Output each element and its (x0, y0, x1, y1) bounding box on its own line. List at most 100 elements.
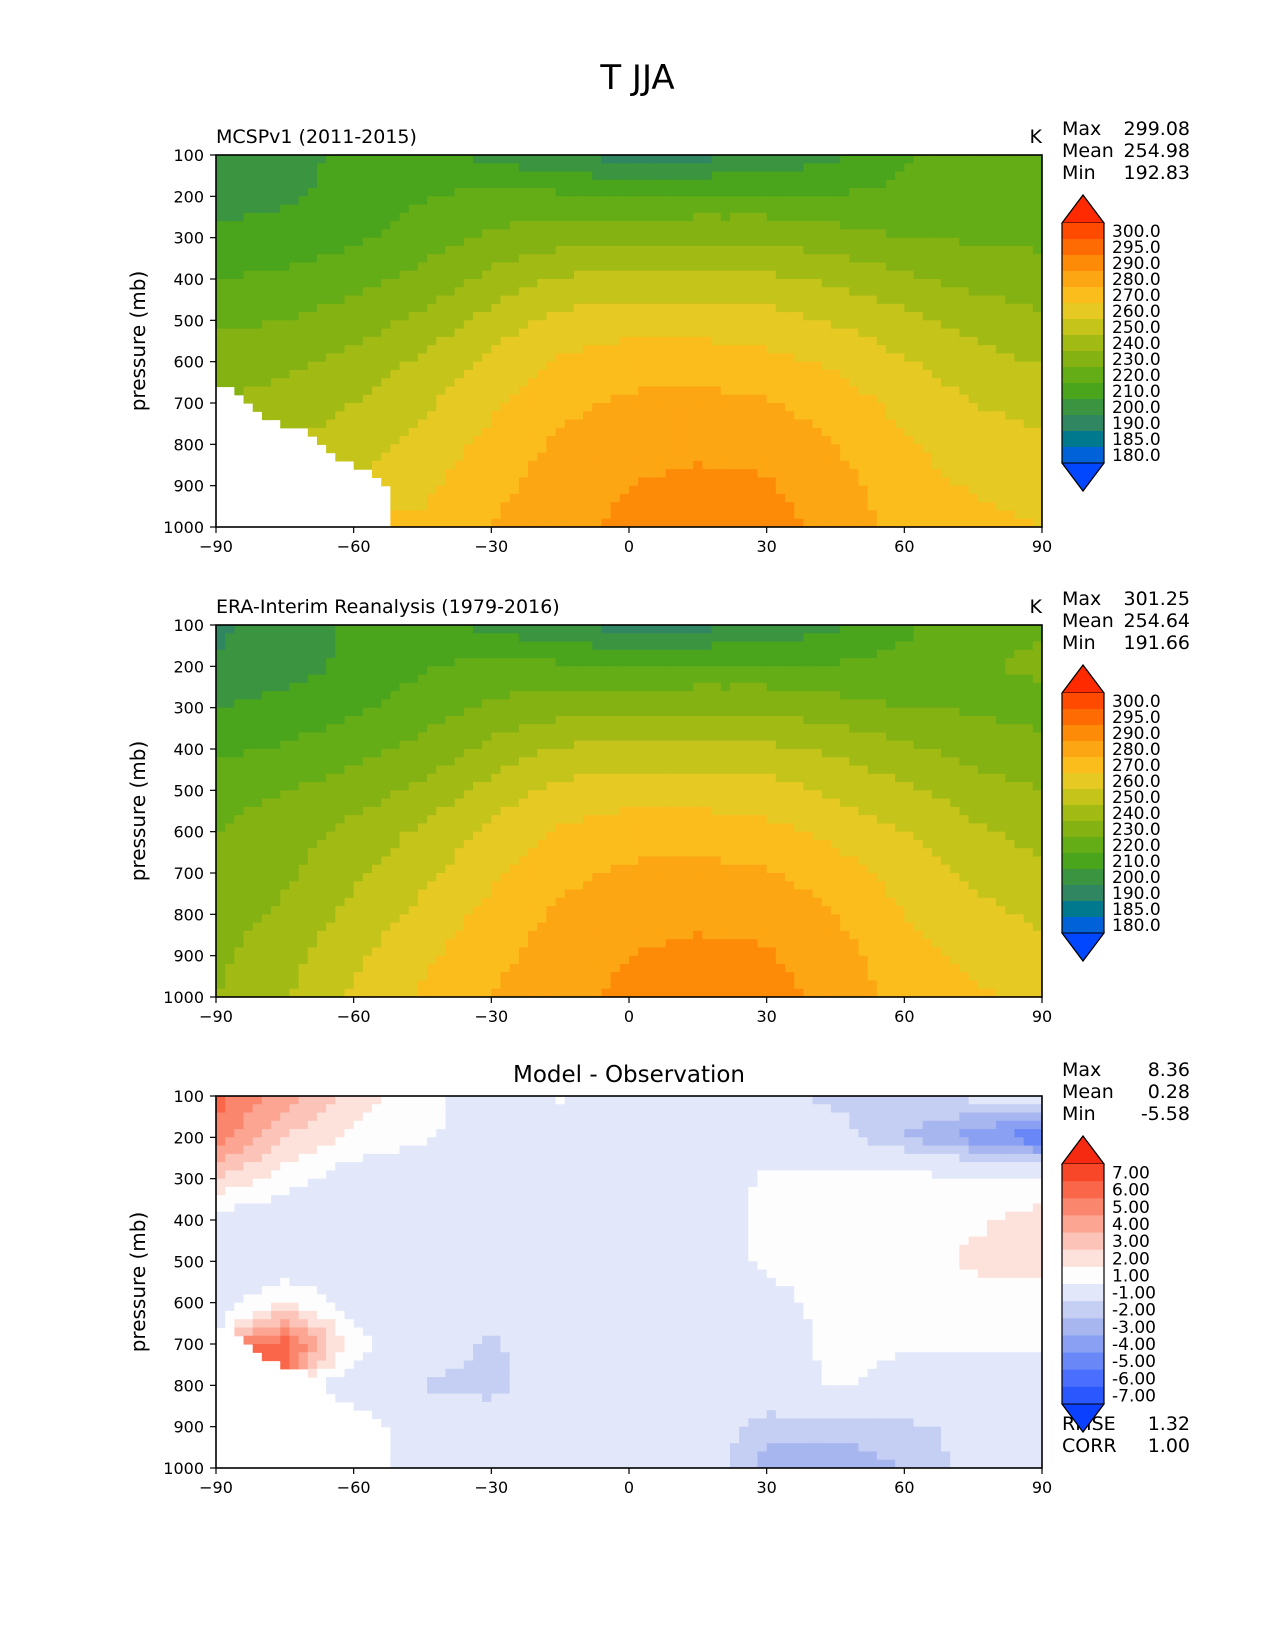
contour-cell (1032, 633, 1042, 643)
contour-cell (931, 477, 942, 487)
contour-cell (225, 196, 235, 206)
contour-cell (454, 361, 465, 371)
contour-cell (858, 625, 869, 634)
contour-cell (216, 155, 226, 164)
contour-cell (895, 179, 905, 189)
contour-cell (399, 171, 410, 181)
contour-cell (647, 221, 658, 230)
contour-cell (739, 674, 749, 684)
contour-cell (216, 336, 226, 346)
contour-cell (509, 204, 520, 214)
contour-cell (1023, 369, 1034, 379)
contour-cell (775, 625, 786, 634)
contour-cell (225, 312, 235, 321)
contour-cell (564, 295, 575, 305)
contour-cell (482, 328, 492, 338)
contour-cell (996, 691, 1006, 700)
contour-cell (252, 212, 263, 222)
contour-cell (509, 369, 520, 379)
contour-cell (656, 369, 667, 379)
contour-cell (867, 641, 878, 651)
contour-cell (546, 477, 557, 487)
contour-cell (472, 378, 483, 388)
contour-cell (913, 320, 924, 330)
contour-cell (427, 403, 437, 412)
contour-cell (830, 658, 841, 667)
contour-cell (234, 699, 245, 709)
contour-cell (757, 394, 768, 404)
contour-cell (298, 270, 309, 280)
colorbar-tick-label: 230.0 (1112, 350, 1161, 370)
contour-cell (830, 312, 841, 321)
contour-cell (610, 270, 621, 280)
x-tick-label: −90 (199, 537, 233, 556)
colorbar-bin (1062, 367, 1104, 384)
contour-cell (720, 303, 731, 313)
contour-cell (326, 378, 336, 388)
contour-cell (858, 295, 869, 305)
contour-cell (858, 502, 869, 512)
contour-cell (830, 336, 841, 346)
contour-cell (463, 658, 474, 667)
contour-cell (381, 295, 391, 305)
contour-cell (454, 369, 465, 379)
contour-cell (546, 303, 557, 313)
contour-cell (986, 641, 997, 651)
y-tick-label: 1000 (163, 518, 204, 537)
contour-cell (629, 221, 639, 230)
contour-cell (702, 666, 713, 676)
contour-cell (463, 171, 474, 181)
contour-cell (757, 188, 768, 197)
contour-cell (748, 262, 759, 272)
contour-cell (1032, 254, 1042, 264)
contour-cell (977, 444, 988, 454)
contour-cell (986, 493, 997, 503)
contour-cell (656, 691, 667, 700)
contour-cell (876, 295, 887, 305)
contour-cell (555, 312, 566, 321)
contour-cell (766, 485, 777, 495)
contour-cell (959, 707, 970, 717)
contour-cell (216, 312, 226, 321)
contour-cell (573, 641, 584, 651)
contour-cell (638, 666, 648, 676)
contour-cell (1032, 674, 1042, 684)
contour-cell (959, 518, 970, 527)
contour-cell (766, 221, 777, 230)
contour-cell (922, 666, 933, 676)
contour-cell (766, 436, 777, 445)
x-tick-label: 60 (894, 537, 914, 556)
contour-cell (766, 163, 777, 173)
contour-cell (316, 287, 327, 297)
colorbar-tick-label: 200.0 (1112, 398, 1161, 418)
contour-cell (482, 320, 492, 330)
contour-cell (427, 666, 437, 676)
contour-cell (610, 196, 621, 206)
contour-cell (454, 715, 465, 725)
contour-cell (390, 245, 401, 255)
contour-cell (729, 204, 740, 214)
contour-cell (849, 386, 860, 396)
contour-cell (647, 394, 658, 404)
contour-cell (555, 369, 566, 379)
contour-cell (757, 460, 768, 470)
contour-cell (271, 649, 281, 659)
contour-cell (546, 171, 557, 181)
contour-cell (436, 287, 447, 297)
contour-cell (307, 204, 318, 214)
contour-cell (711, 171, 722, 181)
contour-cell (372, 221, 382, 230)
contour-cell (335, 245, 346, 255)
contour-cell (867, 502, 878, 512)
contour-cell (509, 237, 520, 247)
contour-cell (601, 502, 612, 512)
contour-cell (941, 361, 951, 371)
contour-cell (638, 254, 648, 264)
contour-cell (885, 633, 896, 643)
contour-cell (619, 691, 630, 700)
contour-cell (785, 320, 795, 330)
contour-cell (518, 287, 529, 297)
contour-cell (1023, 386, 1034, 396)
contour-cell (959, 155, 970, 164)
contour-cell (454, 649, 465, 659)
